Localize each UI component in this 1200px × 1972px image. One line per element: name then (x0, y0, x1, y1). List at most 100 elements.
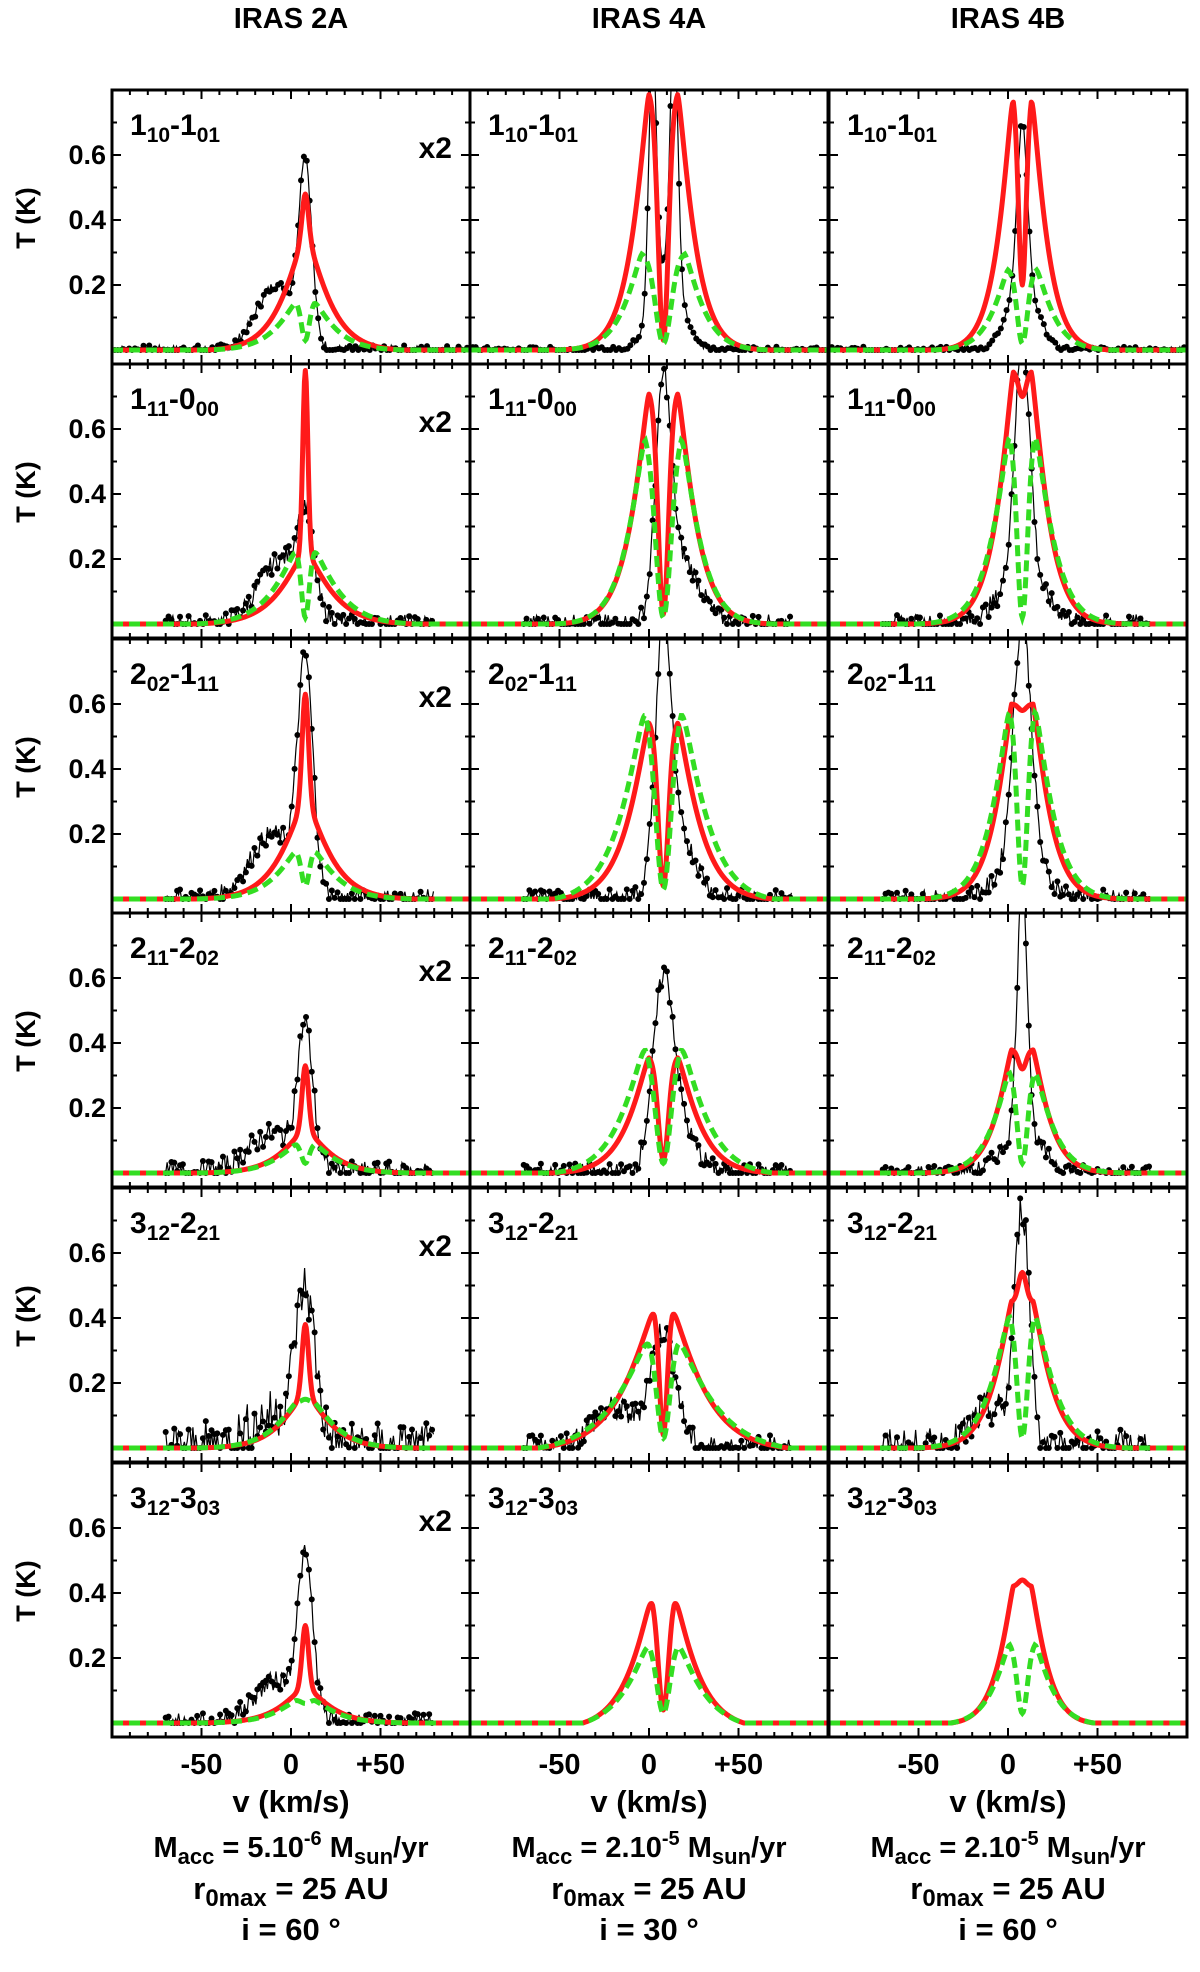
observed-point (690, 329, 697, 336)
observed-point (997, 591, 1004, 598)
observed-point (703, 875, 710, 882)
observed-point (683, 1117, 690, 1124)
observed-point (205, 1432, 212, 1439)
observed-point (280, 552, 287, 559)
observed-point (1017, 893, 1023, 899)
observed-point (251, 1138, 258, 1145)
transition-label: 110-101 (488, 109, 578, 147)
transition-label: 111-000 (488, 383, 577, 421)
observed-spectrum-line (523, 639, 793, 902)
observed-point (620, 1398, 627, 1405)
observed-point (311, 1329, 318, 1336)
observed-point (965, 889, 972, 896)
observed-point (638, 891, 645, 898)
observed-point (658, 983, 665, 990)
plot-area (470, 365, 828, 627)
observed-point (712, 610, 719, 617)
observed-point (738, 1437, 745, 1444)
y-axis-label: T (K) (11, 461, 41, 522)
observed-point (649, 1047, 656, 1054)
observed-point (988, 604, 995, 611)
scale-factor-label: x2 (419, 406, 452, 439)
observed-point (1022, 940, 1029, 947)
observed-point (724, 885, 731, 892)
observed-point (208, 1715, 215, 1722)
observed-point (635, 1408, 642, 1415)
observed-point (240, 1159, 247, 1166)
observed-point (291, 1636, 298, 1643)
model-envelope-line (470, 1644, 828, 1726)
observed-point (246, 321, 253, 328)
observed-point (999, 1149, 1006, 1156)
observed-point (1006, 297, 1013, 304)
observed-point (640, 879, 647, 886)
observed-point (1065, 891, 1072, 898)
plot-area (470, 90, 828, 353)
y-axis-label: T (K) (11, 1285, 41, 1346)
y-axis-label-group: T (K) (11, 187, 41, 248)
observed-point (243, 329, 250, 336)
observed-point (919, 890, 926, 897)
observed-point (165, 1713, 172, 1720)
observed-point (277, 839, 284, 846)
observed-point (1014, 1231, 1021, 1238)
observed-point (1022, 1217, 1029, 1224)
observed-point (294, 1302, 301, 1309)
observed-point (400, 1424, 407, 1431)
observed-point (426, 1432, 433, 1439)
observed-point (426, 1711, 433, 1718)
observed-point (291, 765, 298, 772)
observed-point (644, 205, 651, 212)
model-envelope-line (829, 1641, 1187, 1726)
observed-point (1080, 896, 1087, 902)
transition-label: 111-000 (847, 383, 936, 421)
model-envelope-line (470, 250, 828, 353)
observed-point (623, 886, 630, 893)
observed-point (957, 621, 964, 627)
observed-point (311, 1639, 318, 1646)
x-tick-label: 0 (1000, 1749, 1016, 1781)
observed-point (626, 621, 633, 627)
observed-point (420, 1711, 427, 1718)
observed-point (1126, 613, 1133, 620)
observed-point (1037, 314, 1044, 321)
y-tick-label: 0.4 (68, 205, 106, 235)
observed-point (1045, 1445, 1052, 1451)
observed-point (294, 1076, 301, 1083)
y-tick-label: 0.2 (68, 1368, 106, 1398)
observed-point (208, 1159, 215, 1166)
observed-point (1031, 518, 1038, 525)
observed-point (199, 1710, 206, 1717)
observed-point (202, 612, 209, 619)
transition-label: 111-000 (130, 383, 219, 421)
observed-point (1034, 1414, 1041, 1421)
model-envelope-line (829, 1069, 1187, 1176)
x-axis-label: v (km/s) (949, 1784, 1066, 1819)
observed-point (317, 1387, 324, 1394)
y-tick-label: 0.2 (68, 819, 106, 849)
observed-point (1042, 1154, 1049, 1161)
observed-point (185, 613, 192, 620)
observed-point (692, 569, 699, 576)
observed-point (1002, 1400, 1009, 1407)
panel-iras2a-312221: 312-221 x2 0.2 0.4 0.6 (68, 1186, 472, 1464)
plot-area (112, 153, 470, 353)
observed-point (1062, 883, 1069, 890)
y-axis-label: T (K) (11, 736, 41, 797)
observed-point (1065, 1445, 1072, 1451)
observed-point (706, 598, 713, 605)
observed-point (664, 624, 670, 630)
observed-point (959, 1420, 966, 1427)
scale-factor-label: x2 (419, 1230, 452, 1263)
observed-point (735, 1445, 742, 1451)
observed-point (778, 890, 785, 897)
observed-point (386, 1158, 393, 1165)
observed-point (655, 417, 662, 424)
panel-iras2a-202111: 202-111 x2 0.2 0.4 0.6 (68, 637, 472, 915)
y-tick-label: 0.2 (68, 270, 106, 300)
observed-point (308, 1596, 315, 1603)
observed-point (672, 1046, 679, 1053)
transition-label: 312-221 (130, 1207, 220, 1245)
observed-point (262, 1133, 269, 1140)
observed-point (282, 1678, 289, 1685)
